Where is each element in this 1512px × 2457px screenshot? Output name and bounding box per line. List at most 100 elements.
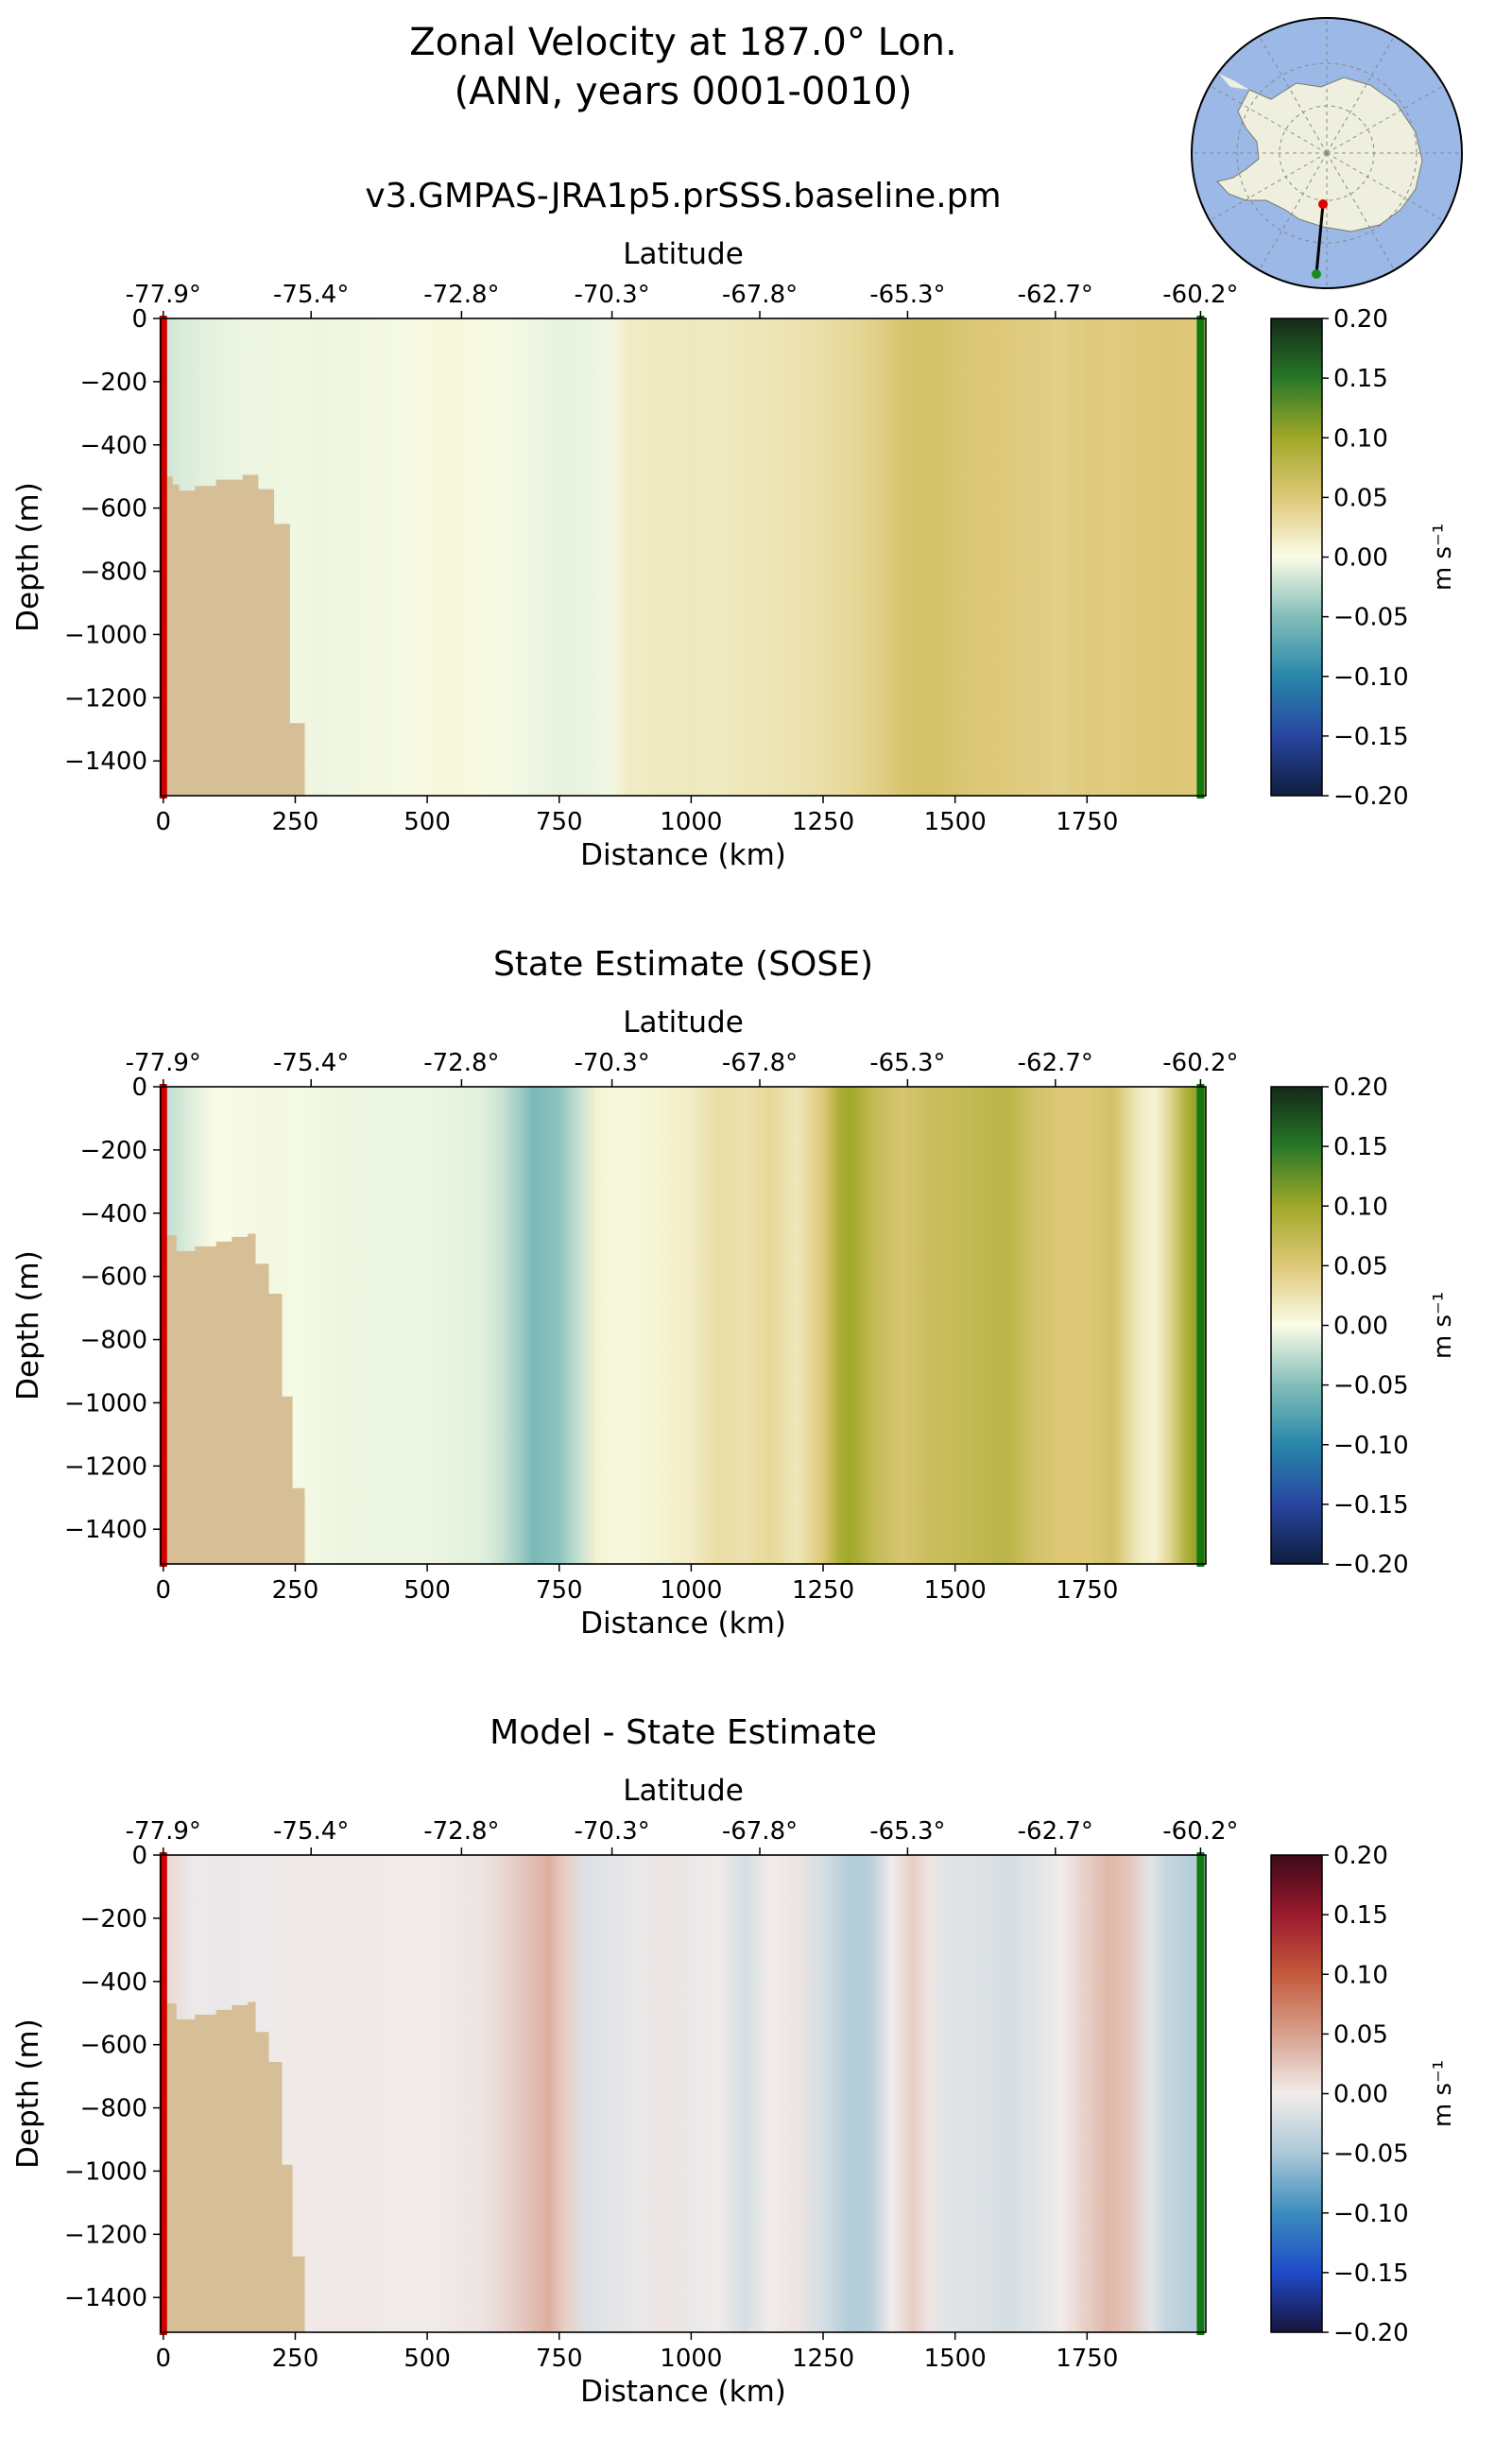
lat-tick-label: -65.3° bbox=[869, 1817, 945, 1846]
y-tick-label: −1000 bbox=[64, 621, 147, 649]
colorbar-tick-label: −0.05 bbox=[1333, 1372, 1409, 1400]
y-axis-label: Depth (m) bbox=[11, 1250, 45, 1400]
panel-title: Model - State Estimate bbox=[490, 1713, 877, 1752]
x-tick-label: 1750 bbox=[1056, 808, 1118, 836]
lat-tick-label: -65.3° bbox=[869, 281, 945, 309]
colorbar-tick-label: −0.10 bbox=[1333, 663, 1409, 692]
colorbar-tick-label: 0.20 bbox=[1333, 1842, 1388, 1870]
colorbar-tick-label: 0.20 bbox=[1333, 305, 1388, 334]
lat-tick-label: -75.4° bbox=[273, 1817, 349, 1846]
colorbar-tick-label: −0.15 bbox=[1333, 2259, 1409, 2288]
x-tick-label: 250 bbox=[272, 1576, 319, 1605]
x-tick-label: 750 bbox=[536, 2345, 583, 2373]
x-tick-label: 250 bbox=[272, 808, 319, 836]
lat-tick-label: -77.9° bbox=[126, 281, 201, 309]
colorbar-tick-label: −0.20 bbox=[1333, 1551, 1409, 1579]
x-tick-label: 500 bbox=[404, 2345, 451, 2373]
transect-line bbox=[1314, 203, 1325, 275]
x-axis-label: Distance (km) bbox=[580, 2375, 786, 2409]
x-tick-label: 1000 bbox=[660, 1576, 722, 1605]
x-tick-label: 1250 bbox=[792, 808, 854, 836]
lat-tick-label: -72.8° bbox=[423, 1817, 499, 1846]
panel-title: v3.GMPAS-JRA1p5.prSSS.baseline.pm bbox=[365, 177, 1001, 215]
lat-tick-label: -62.7° bbox=[1018, 1049, 1093, 1077]
x-tick-label: 1500 bbox=[924, 808, 987, 836]
graticule-ring bbox=[1236, 62, 1418, 244]
lat-axis-label: Latitude bbox=[623, 1005, 744, 1040]
y-tick-label: −1000 bbox=[64, 2157, 147, 2186]
lat-tick-label: -70.3° bbox=[574, 281, 649, 309]
lat-tick-label: -72.8° bbox=[423, 1049, 499, 1077]
colorbar-label: m s⁻¹ bbox=[1429, 524, 1457, 591]
x-axis-label: Distance (km) bbox=[580, 1606, 786, 1641]
y-tick-label: −1200 bbox=[64, 1452, 147, 1481]
lat-tick-label: -77.9° bbox=[126, 1049, 201, 1077]
map-border bbox=[1191, 17, 1463, 289]
y-tick-label: 0 bbox=[131, 305, 147, 334]
x-tick-label: 250 bbox=[272, 2345, 319, 2373]
lat-tick-label: -62.7° bbox=[1018, 1817, 1093, 1846]
colorbar-tick-label: −0.15 bbox=[1333, 1491, 1409, 1520]
colorbar-tick-label: 0.10 bbox=[1333, 424, 1388, 453]
y-axis-label: Depth (m) bbox=[11, 2019, 45, 2169]
seafloor-topography bbox=[161, 1233, 305, 1564]
colorbar-tick-label: 0.05 bbox=[1333, 2020, 1388, 2049]
colorbar-tick-label: 0.15 bbox=[1333, 1901, 1388, 1930]
lat-tick-label: -62.7° bbox=[1018, 281, 1093, 309]
lat-axis-label: Latitude bbox=[623, 1774, 744, 1808]
y-tick-label: −800 bbox=[80, 558, 147, 587]
transect-end-marker bbox=[1196, 1852, 1205, 2335]
colorbar-tick-label: 0.00 bbox=[1333, 1313, 1388, 1341]
peninsula bbox=[1219, 74, 1249, 90]
transect-end-marker bbox=[1196, 1084, 1205, 1567]
panel-2: State Estimate (SOSE) 0 250 500 750 1000 1250 1… bbox=[11, 945, 1457, 1641]
lat-tick-label: -72.8° bbox=[423, 281, 499, 309]
panel-title: State Estimate (SOSE) bbox=[493, 945, 873, 984]
x-tick-label: 1750 bbox=[1056, 1576, 1118, 1605]
x-tick-label: 0 bbox=[156, 1576, 172, 1605]
lat-tick-label: -67.8° bbox=[722, 1817, 798, 1846]
colorbar bbox=[1270, 1854, 1323, 2333]
transect-start-marker bbox=[159, 316, 167, 799]
y-tick-label: −600 bbox=[80, 1263, 147, 1292]
colorbar-tick-label: 0.05 bbox=[1333, 1252, 1388, 1280]
x-tick-label: 1000 bbox=[660, 808, 722, 836]
colorbar-tick-label: 0.15 bbox=[1333, 1133, 1388, 1161]
y-tick-label: −200 bbox=[80, 369, 147, 397]
y-tick-label: −400 bbox=[80, 432, 147, 460]
inset-map bbox=[1191, 17, 1463, 289]
panel-1: v3.GMPAS-JRA1p5.prSSS.baseline.pm 0 250 500… bbox=[11, 177, 1457, 872]
x-tick-label: 1000 bbox=[660, 2345, 722, 2373]
figure-title-line1: Zonal Velocity at 187.0° Lon. bbox=[409, 21, 956, 64]
x-tick-label: 0 bbox=[156, 2345, 172, 2373]
y-tick-label: −1000 bbox=[64, 1389, 147, 1418]
colorbar-tick-label: 0.00 bbox=[1333, 544, 1388, 573]
y-tick-label: −1200 bbox=[64, 684, 147, 713]
y-tick-label: −400 bbox=[80, 1200, 147, 1228]
y-axis-label: Depth (m) bbox=[11, 482, 45, 632]
y-tick-label: −1400 bbox=[64, 1516, 147, 1544]
y-tick-label: −1200 bbox=[64, 2221, 147, 2249]
y-tick-label: 0 bbox=[131, 1074, 147, 1102]
panels: v3.GMPAS-JRA1p5.prSSS.baseline.pm 0 250 500… bbox=[11, 177, 1457, 2409]
colorbar-tick-label: −0.05 bbox=[1333, 604, 1409, 632]
colorbar-tick-label: 0.00 bbox=[1333, 2081, 1388, 2109]
colorbar-label: m s⁻¹ bbox=[1429, 1292, 1457, 1359]
velocity-field bbox=[161, 1855, 1206, 2332]
y-tick-label: −800 bbox=[80, 1327, 147, 1355]
x-tick-label: 750 bbox=[536, 808, 583, 836]
panel-3: Model - State Estimate 0 250 500 750 1000 1250… bbox=[11, 1713, 1457, 2409]
transect-start-marker bbox=[159, 1852, 167, 2335]
velocity-field bbox=[161, 318, 1206, 796]
lat-tick-label: -77.9° bbox=[126, 1817, 201, 1846]
colorbar-tick-label: −0.05 bbox=[1333, 2140, 1409, 2169]
x-tick-label: 1500 bbox=[924, 2345, 987, 2373]
x-tick-label: 1250 bbox=[792, 1576, 854, 1605]
lat-axis-label: Latitude bbox=[623, 237, 744, 271]
lat-tick-label: -67.8° bbox=[722, 1049, 798, 1077]
y-tick-label: −800 bbox=[80, 2095, 147, 2123]
colorbar-tick-label: −0.10 bbox=[1333, 2200, 1409, 2228]
lat-tick-label: -60.2° bbox=[1162, 1049, 1238, 1077]
colorbar-label: m s⁻¹ bbox=[1429, 2060, 1457, 2127]
